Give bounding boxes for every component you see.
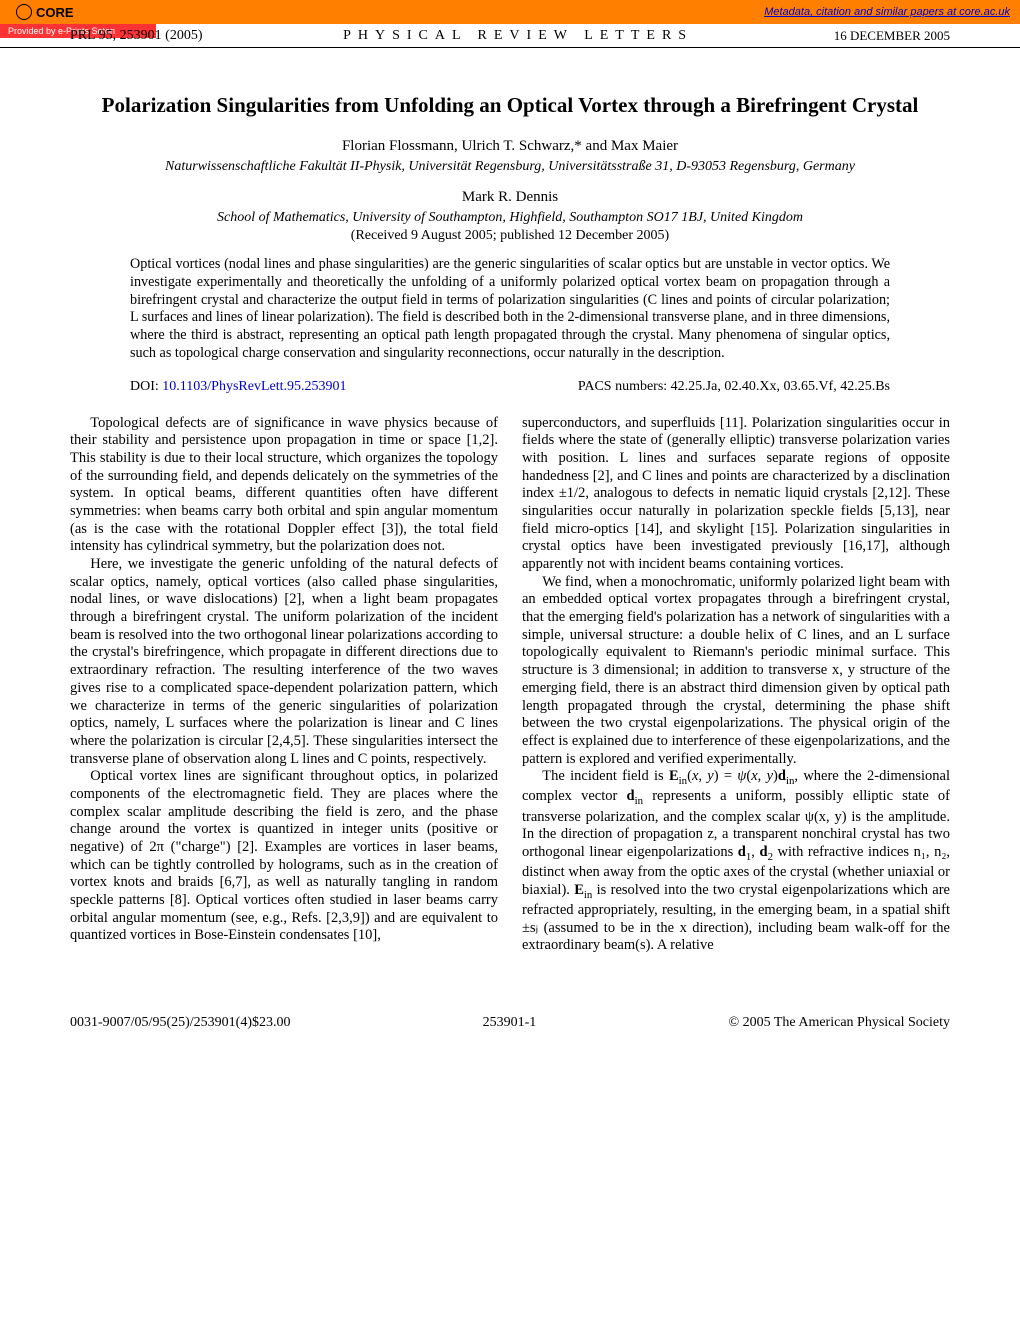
pacs-numbers: PACS numbers: 42.25.Ja, 02.40.Xx, 03.65.…	[578, 379, 890, 395]
body-para-4: superconductors, and superfluids [11]. P…	[522, 415, 950, 574]
authors-line-1: Florian Flossmann, Ulrich T. Schwarz,* a…	[70, 138, 950, 155]
affiliation-2: School of Mathematics, University of Sou…	[70, 210, 950, 226]
body-para-5: We find, when a monochromatic, uniformly…	[522, 574, 950, 769]
authors-line-2: Mark R. Dennis	[70, 189, 950, 206]
core-brand: CORE	[16, 4, 74, 20]
footer-page-number: 253901-1	[483, 1015, 537, 1031]
core-link-wrap: Metadata, citation and similar papers at…	[764, 6, 1010, 18]
body-para-6: The incident field is Ein(x, y) = ψ(x, y…	[522, 768, 950, 955]
core-logo-icon	[16, 4, 32, 20]
journal-header: PRL 95, 253901 (2005) PHYSICAL REVIEW LE…	[0, 28, 1020, 48]
footer-code: 0031-9007/05/95(25)/253901(4)$23.00	[70, 1015, 290, 1031]
affiliation-1: Naturwissenschaftliche Fakultät II-Physi…	[70, 159, 950, 175]
core-banner: CORE Metadata, citation and similar pape…	[0, 0, 1020, 24]
journal-ref: PRL 95, 253901 (2005)	[70, 28, 202, 44]
doi-link[interactable]: 10.1103/PhysRevLett.95.253901	[162, 379, 346, 394]
received-published: (Received 9 August 2005; published 12 De…	[70, 228, 950, 244]
page-content: Polarization Singularities from Unfoldin…	[0, 48, 1020, 985]
doi-pacs-line: DOI: 10.1103/PhysRevLett.95.253901 PACS …	[130, 379, 890, 395]
p6-frag-a: The incident field is	[542, 768, 669, 784]
body-para-3: Optical vortex lines are significant thr…	[70, 768, 498, 945]
body-columns: Topological defects are of significance …	[70, 415, 950, 956]
journal-name: PHYSICAL REVIEW LETTERS	[343, 28, 693, 44]
footer-copyright: © 2005 The American Physical Society	[728, 1015, 950, 1031]
doi-block: DOI: 10.1103/PhysRevLett.95.253901	[130, 379, 346, 395]
core-brand-text: CORE	[36, 5, 74, 20]
body-para-1: Topological defects are of significance …	[70, 415, 498, 557]
page-footer: 0031-9007/05/95(25)/253901(4)$23.00 2539…	[0, 1015, 1020, 1031]
abstract: Optical vortices (nodal lines and phase …	[130, 256, 890, 363]
doi-label: DOI:	[130, 379, 162, 394]
journal-date: 16 DECEMBER 2005	[834, 28, 950, 44]
article-title: Polarization Singularities from Unfoldin…	[70, 93, 950, 118]
core-metadata-link[interactable]: Metadata, citation and similar papers at…	[764, 6, 1010, 18]
body-para-2: Here, we investigate the generic unfoldi…	[70, 556, 498, 768]
